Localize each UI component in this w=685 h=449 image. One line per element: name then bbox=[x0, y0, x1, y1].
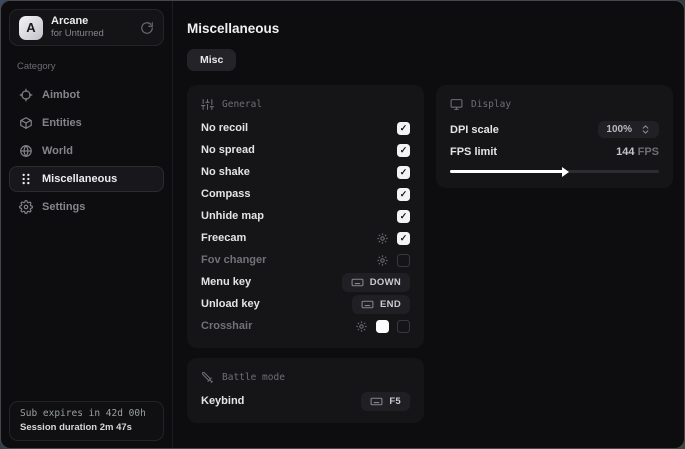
sliders-icon bbox=[201, 98, 214, 111]
panel-title: Battle mode bbox=[222, 371, 285, 383]
sidebar-item-settings[interactable]: Settings bbox=[9, 194, 164, 220]
keyboard-icon bbox=[351, 276, 364, 289]
battle-keybind-button[interactable]: F5 bbox=[361, 391, 410, 411]
general-panel: General No recoil No spread No shake bbox=[187, 85, 424, 348]
fps-limit-slider[interactable] bbox=[450, 166, 659, 177]
setting-row-no-spread: No spread bbox=[201, 139, 410, 161]
brand-subtitle: for Unturned bbox=[51, 28, 104, 40]
setting-row-fps-limit: FPS limit 144 FPS bbox=[450, 146, 659, 158]
fov-changer-checkbox[interactable] bbox=[397, 253, 410, 267]
crosshair-checkbox[interactable] bbox=[397, 319, 410, 333]
sub-expiry-text: Sub expires in 42d 00h bbox=[20, 408, 146, 419]
panel-title: General bbox=[222, 98, 263, 110]
crosshair-icon bbox=[19, 88, 33, 102]
setting-row-compass: Compass bbox=[201, 183, 410, 205]
setting-row-freecam: Freecam bbox=[201, 227, 410, 249]
keyboard-icon bbox=[370, 395, 383, 408]
main-content: Miscellaneous Misc General No recoil bbox=[173, 1, 684, 448]
unhide-map-checkbox[interactable] bbox=[397, 209, 410, 223]
keyboard-icon bbox=[361, 298, 374, 311]
sidebar-item-entities[interactable]: Entities bbox=[9, 110, 164, 136]
setting-row-keybind: Keybind F5 bbox=[201, 390, 410, 412]
no-recoil-checkbox[interactable] bbox=[397, 121, 410, 135]
sidebar-item-label: Aimbot bbox=[42, 89, 80, 101]
freecam-settings-gear-icon[interactable] bbox=[376, 232, 389, 245]
brand-name: Arcane bbox=[51, 14, 89, 27]
freecam-checkbox[interactable] bbox=[397, 231, 410, 245]
compass-checkbox[interactable] bbox=[397, 187, 410, 201]
category-label: Category bbox=[17, 61, 56, 72]
gear-icon bbox=[19, 200, 33, 214]
sidebar-item-label: Entities bbox=[42, 117, 82, 129]
battle-mode-panel: Battle mode Keybind F5 bbox=[187, 358, 424, 423]
slider-fill bbox=[450, 170, 565, 173]
tab-misc[interactable]: Misc bbox=[187, 49, 237, 71]
monitor-icon bbox=[450, 98, 463, 111]
panel-title: Display bbox=[471, 98, 512, 110]
session-duration-text: Session duration 2m 47s bbox=[20, 422, 132, 433]
refresh-icon[interactable] bbox=[140, 21, 154, 35]
globe-icon bbox=[19, 144, 33, 158]
sidebar-item-label: Settings bbox=[42, 201, 86, 213]
brand-card: A Arcane for Unturned bbox=[9, 9, 164, 46]
crosshair-settings-gear-icon[interactable] bbox=[355, 320, 368, 333]
swords-icon bbox=[201, 371, 214, 384]
sidebar-nav: Aimbot Entities World Miscellaneous bbox=[1, 76, 172, 226]
fov-settings-gear-icon[interactable] bbox=[376, 254, 389, 267]
chevron-up-down-icon bbox=[640, 124, 651, 135]
sidebar: A Arcane for Unturned Category Aimbot bbox=[1, 1, 173, 448]
dpi-scale-select[interactable]: 100% bbox=[598, 121, 659, 138]
slider-handle[interactable] bbox=[561, 166, 569, 177]
arcane-logo: A bbox=[19, 15, 43, 40]
setting-row-unhide-map: Unhide map bbox=[201, 205, 410, 227]
unload-key-button[interactable]: END bbox=[352, 294, 410, 314]
setting-row-no-recoil: No recoil bbox=[201, 117, 410, 139]
cube-icon bbox=[19, 116, 33, 130]
fps-value: 144 FPS bbox=[616, 146, 659, 158]
no-spread-checkbox[interactable] bbox=[397, 143, 410, 157]
setting-row-fov-changer: Fov changer bbox=[201, 249, 410, 271]
no-shake-checkbox[interactable] bbox=[397, 165, 410, 179]
setting-row-dpi-scale: DPI scale 100% bbox=[450, 117, 659, 142]
sidebar-item-world[interactable]: World bbox=[9, 138, 164, 164]
subscription-status-card: Sub expires in 42d 00h Session duration … bbox=[9, 401, 164, 441]
sidebar-item-label: Miscellaneous bbox=[42, 173, 118, 185]
grid-dots-icon bbox=[19, 172, 33, 186]
setting-row-no-shake: No shake bbox=[201, 161, 410, 183]
display-panel: Display DPI scale 100% FPS limit bbox=[436, 85, 673, 188]
sidebar-item-miscellaneous[interactable]: Miscellaneous bbox=[9, 166, 164, 192]
menu-key-button[interactable]: DOWN bbox=[341, 272, 410, 292]
sidebar-item-aimbot[interactable]: Aimbot bbox=[9, 82, 164, 108]
page-title: Miscellaneous bbox=[187, 21, 280, 36]
setting-row-menu-key: Menu key DOWN bbox=[201, 271, 410, 293]
crosshair-color-swatch[interactable] bbox=[376, 319, 389, 333]
sidebar-item-label: World bbox=[42, 145, 73, 157]
setting-row-unload-key: Unload key END bbox=[201, 293, 410, 315]
setting-row-crosshair: Crosshair bbox=[201, 315, 410, 337]
